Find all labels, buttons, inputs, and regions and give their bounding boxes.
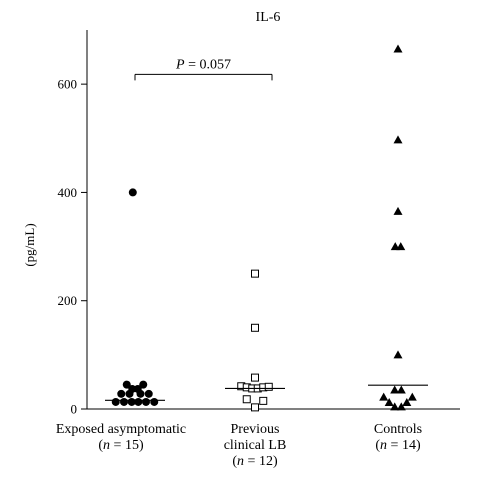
median-lines bbox=[105, 384, 428, 401]
point-exposed-asymptomatic bbox=[117, 389, 126, 398]
chart-title: IL-6 bbox=[256, 10, 281, 25]
point-controls bbox=[407, 392, 417, 401]
point-controls bbox=[390, 402, 400, 411]
x-category-labels: Exposed asymptomatic(n = 15) Previousclin… bbox=[56, 422, 422, 469]
y-tick-label: 0 bbox=[71, 402, 78, 417]
point-previous-clinical-lb bbox=[251, 323, 259, 332]
point-exposed-asymptomatic bbox=[139, 380, 148, 389]
category-n-label: (n = 14) bbox=[375, 438, 421, 453]
point-previous-clinical-lb bbox=[251, 373, 259, 382]
category-label: Exposed asymptomatic bbox=[56, 422, 186, 437]
point-exposed-asymptomatic bbox=[111, 397, 120, 406]
category-n-label: (n = 15) bbox=[98, 438, 144, 453]
point-controls bbox=[384, 398, 394, 407]
y-ticks: 0 200 400 600 bbox=[58, 77, 87, 417]
y-tick-label: 200 bbox=[58, 293, 78, 308]
p-value-label: P = 0.057 bbox=[175, 57, 231, 72]
point-exposed-asymptomatic bbox=[134, 397, 143, 406]
point-exposed-asymptomatic bbox=[150, 397, 159, 406]
category-label: clinical LB bbox=[224, 438, 287, 453]
category-label: Previous bbox=[231, 422, 280, 437]
category-n-label: (n = 12) bbox=[232, 454, 278, 469]
y-axis-label: (pg/mL) bbox=[22, 223, 37, 266]
point-controls bbox=[393, 206, 403, 215]
point-controls bbox=[379, 392, 389, 401]
point-exposed-asymptomatic bbox=[122, 380, 131, 389]
point-previous-clinical-lb bbox=[251, 403, 259, 412]
point-controls bbox=[393, 44, 403, 53]
category-label: Controls bbox=[374, 422, 422, 437]
y-tick-label: 600 bbox=[58, 77, 78, 92]
point-controls bbox=[396, 402, 406, 411]
point-previous-clinical-lb bbox=[251, 269, 259, 278]
point-previous-clinical-lb bbox=[242, 395, 251, 404]
significance-bracket: P = 0.057 bbox=[134, 57, 273, 81]
point-controls bbox=[393, 350, 403, 359]
y-tick-label: 400 bbox=[58, 185, 78, 200]
point-exposed-asymptomatic bbox=[128, 188, 137, 197]
point-exposed-asymptomatic bbox=[144, 389, 153, 398]
point-exposed-asymptomatic bbox=[136, 389, 145, 398]
point-controls bbox=[402, 398, 412, 407]
point-controls bbox=[396, 242, 406, 251]
point-controls bbox=[390, 385, 400, 394]
point-exposed-asymptomatic bbox=[120, 397, 128, 406]
point-controls bbox=[396, 385, 406, 394]
point-previous-clinical-lb bbox=[264, 382, 273, 391]
point-previous-clinical-lb bbox=[259, 396, 268, 405]
data-points bbox=[111, 44, 417, 412]
point-exposed-asymptomatic bbox=[142, 397, 150, 406]
point-exposed-asymptomatic bbox=[125, 389, 134, 398]
point-controls bbox=[393, 135, 403, 144]
